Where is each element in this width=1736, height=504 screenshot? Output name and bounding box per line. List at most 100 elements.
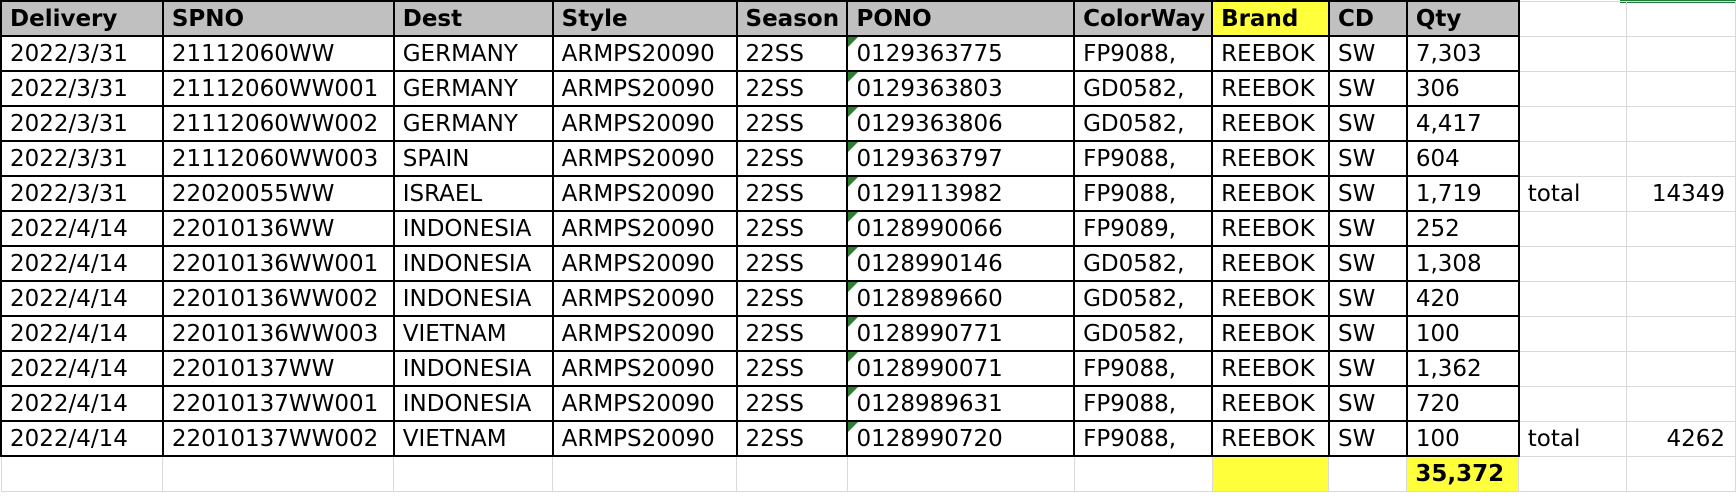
header-cell-pono[interactable]: PONO — [846, 0, 1076, 37]
cell-season[interactable]: 22SS — [735, 245, 849, 282]
cell-brand[interactable]: REEBOK — [1211, 245, 1330, 282]
cell-brand[interactable]: REEBOK — [1211, 385, 1330, 422]
total-label-cell[interactable]: total — [1518, 175, 1628, 212]
empty-cell[interactable] — [1626, 315, 1736, 352]
empty-cell[interactable] — [1518, 280, 1628, 317]
cell-dest[interactable]: INDONESIA — [392, 210, 554, 247]
cell-style[interactable]: ARMPS20090 — [551, 245, 738, 282]
highlighted-empty-cell[interactable] — [1211, 455, 1330, 492]
cell-delivery[interactable]: 2022/3/31 — [0, 70, 164, 107]
cell-brand[interactable]: REEBOK — [1211, 350, 1330, 387]
cell-dest[interactable]: VIETNAM — [392, 420, 554, 457]
cell-brand[interactable]: REEBOK — [1211, 175, 1330, 212]
cell-colorway[interactable]: GD0582, — [1073, 245, 1214, 282]
empty-cell[interactable] — [1518, 385, 1628, 422]
cell-colorway[interactable]: GD0582, — [1073, 70, 1214, 107]
cell-cd[interactable]: SW — [1327, 105, 1408, 142]
cell-brand[interactable]: REEBOK — [1211, 70, 1330, 107]
cell-spno[interactable]: 22020055WW — [161, 175, 395, 212]
cell-delivery[interactable]: 2022/4/14 — [0, 350, 164, 387]
empty-cell[interactable] — [1518, 210, 1628, 247]
empty-cell[interactable] — [1518, 350, 1628, 387]
cell-spno[interactable]: 21112060WW003 — [161, 140, 395, 177]
cell-dest[interactable]: INDONESIA — [392, 245, 554, 282]
cell-colorway[interactable]: FP9088, — [1073, 420, 1214, 457]
header-cell-brand[interactable]: Brand — [1211, 0, 1330, 37]
empty-cell[interactable] — [1518, 70, 1628, 107]
cell-cd[interactable]: SW — [1327, 280, 1408, 317]
cell-colorway[interactable]: GD0582, — [1073, 105, 1214, 142]
cell-qty[interactable]: 420 — [1405, 280, 1520, 317]
cell-style[interactable]: ARMPS20090 — [551, 350, 738, 387]
cell-delivery[interactable]: 2022/4/14 — [0, 420, 164, 457]
empty-cell[interactable] — [162, 455, 395, 492]
cell-brand[interactable]: REEBOK — [1211, 420, 1330, 457]
cell-style[interactable]: ARMPS20090 — [551, 140, 738, 177]
header-cell-colorway[interactable]: ColorWay — [1073, 0, 1214, 37]
cell-pono[interactable]: 0128990146 — [846, 245, 1076, 282]
cell-qty[interactable]: 720 — [1405, 385, 1520, 422]
cell-pono[interactable]: 0128990066 — [846, 210, 1076, 247]
cell-spno[interactable]: 22010136WW002 — [161, 280, 395, 317]
cell-brand[interactable]: REEBOK — [1211, 315, 1330, 352]
empty-cell[interactable] — [1626, 35, 1736, 72]
cell-style[interactable]: ARMPS20090 — [551, 315, 738, 352]
empty-cell[interactable] — [846, 455, 1075, 492]
cell-brand[interactable]: REEBOK — [1211, 280, 1330, 317]
cell-dest[interactable]: INDONESIA — [392, 280, 554, 317]
cell-cd[interactable]: SW — [1327, 70, 1408, 107]
cell-cd[interactable]: SW — [1327, 175, 1408, 212]
total-value-cell[interactable]: 4262 — [1626, 420, 1736, 457]
cell-qty[interactable]: 1,308 — [1405, 245, 1520, 282]
cell-style[interactable]: ARMPS20090 — [551, 420, 738, 457]
cell-pono[interactable]: 0129363803 — [846, 70, 1076, 107]
grand-total-cell[interactable]: 35,372 — [1406, 455, 1520, 492]
cell-qty[interactable]: 1,719 — [1405, 175, 1520, 212]
cell-season[interactable]: 22SS — [735, 420, 849, 457]
cell-colorway[interactable]: GD0582, — [1073, 315, 1214, 352]
empty-cell[interactable] — [1518, 245, 1628, 282]
empty-cell[interactable] — [1518, 140, 1628, 177]
empty-cell[interactable] — [1626, 70, 1736, 107]
cell-qty[interactable]: 100 — [1405, 420, 1520, 457]
cell-colorway[interactable]: FP9088, — [1073, 385, 1214, 422]
header-cell-delivery[interactable]: Delivery — [0, 0, 164, 37]
cell-qty[interactable]: 1,362 — [1405, 350, 1520, 387]
header-cell-qty[interactable]: Qty — [1405, 0, 1520, 37]
cell-season[interactable]: 22SS — [735, 385, 849, 422]
cell-cd[interactable]: SW — [1327, 385, 1408, 422]
cell-delivery[interactable]: 2022/3/31 — [0, 35, 164, 72]
empty-cell[interactable] — [1073, 455, 1213, 492]
cell-style[interactable]: ARMPS20090 — [551, 385, 738, 422]
cell-dest[interactable]: ISRAEL — [392, 175, 554, 212]
cell-pono[interactable]: 0129363797 — [846, 140, 1076, 177]
cell-season[interactable]: 22SS — [735, 35, 849, 72]
cell-delivery[interactable]: 2022/4/14 — [0, 245, 164, 282]
cell-season[interactable]: 22SS — [735, 70, 849, 107]
cell-dest[interactable]: INDONESIA — [392, 385, 554, 422]
empty-cell[interactable] — [1626, 280, 1736, 317]
cell-season[interactable]: 22SS — [735, 140, 849, 177]
cell-dest[interactable]: SPAIN — [392, 140, 554, 177]
cell-style[interactable]: ARMPS20090 — [551, 280, 738, 317]
cell-delivery[interactable]: 2022/3/31 — [0, 105, 164, 142]
cell-qty[interactable]: 7,303 — [1405, 35, 1520, 72]
cell-spno[interactable]: 22010136WW003 — [161, 315, 395, 352]
header-cell-dest[interactable]: Dest — [392, 0, 554, 37]
empty-cell[interactable] — [1518, 315, 1628, 352]
header-cell-spno[interactable]: SPNO — [161, 0, 395, 37]
cell-colorway[interactable]: FP9088, — [1073, 140, 1214, 177]
cell-colorway[interactable]: FP9088, — [1073, 350, 1214, 387]
cell-brand[interactable]: REEBOK — [1211, 105, 1330, 142]
empty-cell[interactable] — [1626, 140, 1736, 177]
cell-spno[interactable]: 22010136WW001 — [161, 245, 395, 282]
empty-cell[interactable] — [736, 455, 848, 492]
cell-qty[interactable]: 100 — [1405, 315, 1520, 352]
cell-qty[interactable]: 306 — [1405, 70, 1520, 107]
empty-cell[interactable] — [1626, 385, 1736, 422]
cell-pono[interactable]: 0129113982 — [846, 175, 1076, 212]
cell-spno[interactable]: 21112060WW001 — [161, 70, 395, 107]
cell-style[interactable]: ARMPS20090 — [551, 210, 738, 247]
cell-style[interactable]: ARMPS20090 — [551, 70, 738, 107]
total-label-cell[interactable]: total — [1518, 420, 1628, 457]
